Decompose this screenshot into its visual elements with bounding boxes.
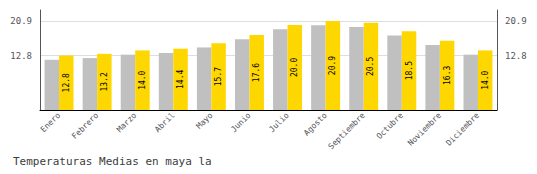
svg-text:14.0: 14.0 (138, 70, 147, 89)
svg-text:13.2: 13.2 (100, 72, 109, 91)
svg-text:14.0: 14.0 (481, 70, 490, 89)
svg-text:14.4: 14.4 (176, 70, 185, 89)
svg-text:Julio: Julio (267, 111, 290, 134)
svg-text:Febrero: Febrero (70, 111, 100, 141)
svg-text:12.8: 12.8 (10, 51, 32, 61)
svg-text:Mayo: Mayo (195, 111, 215, 131)
svg-text:Abril: Abril (153, 111, 176, 134)
svg-text:12.8: 12.8 (62, 73, 71, 92)
svg-text:Octubre: Octubre (375, 111, 405, 141)
svg-text:Enero: Enero (39, 111, 62, 134)
svg-text:18.5: 18.5 (405, 61, 414, 80)
svg-text:Diciembre: Diciembre (444, 111, 481, 148)
svg-text:Junio: Junio (229, 111, 252, 134)
svg-text:12.8: 12.8 (505, 51, 527, 61)
svg-text:Agosto: Agosto (302, 111, 329, 138)
svg-text:16.3: 16.3 (443, 66, 452, 85)
svg-text:Noviembre: Noviembre (406, 111, 443, 148)
svg-text:20.9: 20.9 (328, 56, 337, 75)
svg-text:Septiembre: Septiembre (327, 111, 367, 151)
svg-text:Marzo: Marzo (115, 111, 138, 134)
svg-text:17.6: 17.6 (252, 63, 261, 82)
svg-text:Temperaturas Medias en maya la: Temperaturas Medias en maya la (13, 155, 212, 168)
svg-text:15.7: 15.7 (214, 67, 223, 86)
svg-text:20.5: 20.5 (366, 57, 375, 76)
svg-text:20.0: 20.0 (290, 58, 299, 77)
svg-text:20.9: 20.9 (10, 16, 32, 26)
svg-text:20.9: 20.9 (505, 16, 527, 26)
